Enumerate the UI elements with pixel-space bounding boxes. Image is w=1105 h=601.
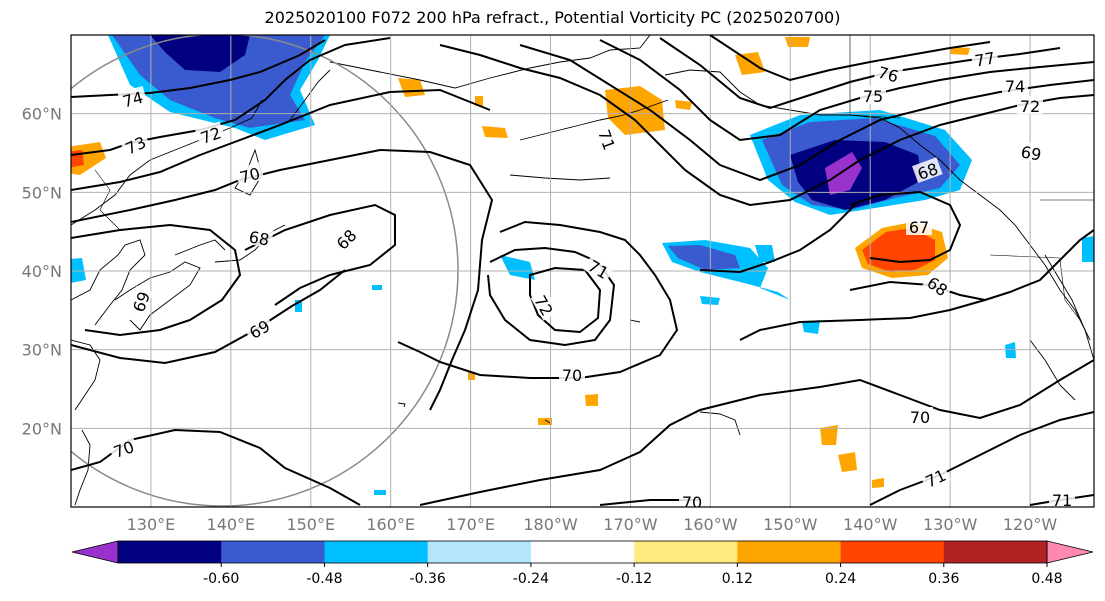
contour-label-bg: [583, 253, 615, 283]
reference-circle: [71, 35, 459, 507]
colorbar: -0.60 -0.48 -0.36 -0.24 -0.12 0.12 0.24 0.36 0.4…: [71, 540, 1094, 587]
lon-tick-label: 140°E: [207, 515, 256, 534]
contour-label-bg: [1002, 76, 1028, 94]
contour-label-bg: [117, 86, 148, 111]
lon-tick-label: 150°W: [763, 515, 818, 534]
lon-tick-label: 170°W: [603, 515, 658, 534]
contour-label-bg: [912, 157, 943, 184]
map-frame: [70, 34, 1095, 508]
lat-tick-label: 30°N: [22, 341, 62, 360]
colorbar-segment: [427, 541, 532, 563]
contour-label-bg: [243, 313, 275, 343]
longitude-tick-labels: 130°E 140°E 150°E 160°E 170°E 180°W 170°W 160°W…: [127, 515, 1058, 534]
colorbar-segment: [118, 541, 222, 563]
lon-tick-label: 160°W: [683, 515, 738, 534]
pv-negative-shading: [71, 35, 1094, 495]
pv-positive-shading: [71, 37, 970, 488]
colorbar-extend-high: [1046, 540, 1094, 564]
contour-label-bg: [907, 407, 933, 425]
contour-label-bg: [873, 61, 904, 86]
refractivity-contours: [71, 35, 1094, 506]
contour-label: 69: [1019, 142, 1042, 164]
contour-label: 74: [1005, 77, 1025, 96]
lon-tick-label: 120°W: [1003, 515, 1058, 534]
contour-label-bg: [860, 86, 886, 104]
colorbar-extend-low: [71, 540, 119, 564]
contour-label: 70: [238, 164, 263, 188]
contour-label: 74: [121, 88, 146, 112]
contour-label-bg: [119, 130, 151, 158]
contour-label: 71: [1052, 491, 1072, 510]
colorbar-tick-label: -0.60: [203, 571, 239, 587]
contour-label-bg: [234, 162, 265, 187]
contour-label-bg: [594, 124, 621, 155]
contour-label-bg: [108, 435, 139, 462]
contour-label: 67: [909, 218, 929, 237]
lon-tick-label: 130°E: [127, 515, 176, 534]
lon-tick-label: 150°E: [286, 515, 335, 534]
lat-tick-label: 50°N: [22, 183, 62, 202]
contour-label: 70: [910, 408, 930, 427]
contour-label-bg: [922, 270, 954, 301]
chart-title: 2025020100 F072 200 hPa refract., Potent…: [264, 8, 841, 27]
colorbar-tick-label: -0.12: [616, 571, 652, 587]
graticule: [71, 35, 1094, 507]
colorbar-tick-label: 0.48: [1031, 571, 1062, 587]
contour-label-bg: [127, 286, 154, 317]
contour-label-bg: [530, 289, 560, 321]
contour-label-bg: [1049, 490, 1075, 507]
contour-label-bg: [195, 121, 226, 148]
contour-label-bg: [970, 46, 1000, 70]
contour-label-bg: [559, 365, 585, 383]
colorbar-segment: [634, 541, 738, 563]
colorbar-tick-label: 0.36: [928, 571, 959, 587]
lon-tick-label: 130°W: [923, 515, 978, 534]
colorbar-segment: [221, 541, 325, 563]
contour-label-bg: [919, 463, 951, 491]
lon-tick-label: 160°E: [366, 515, 415, 534]
lon-tick-label: 170°E: [446, 515, 495, 534]
colorbar-tick-label: -0.24: [513, 571, 549, 587]
contour-label-bg: [679, 492, 705, 507]
colorbar-segment: [530, 541, 635, 563]
lat-tick-label: 60°N: [22, 105, 62, 124]
colorbar-tick-label: 0.24: [825, 571, 856, 587]
contour-label: 75: [863, 87, 883, 106]
colorbar-tick-label: 0.12: [722, 571, 753, 587]
colorbar-frame: [117, 540, 1048, 564]
colorbar-tick-label: -0.48: [306, 571, 342, 587]
contour-label: 77: [973, 48, 996, 70]
lat-tick-label: 20°N: [22, 419, 62, 438]
colorbar-segment: [943, 541, 1048, 563]
contour-label: 76: [876, 63, 901, 87]
colorbar-segment: [737, 541, 842, 563]
contour-label-bg: [244, 225, 274, 249]
contour-label-bg: [1017, 96, 1043, 114]
contour-label-bg: [906, 217, 932, 235]
contour-label: 70: [562, 366, 582, 385]
contour-label: 72: [1020, 97, 1040, 116]
contour-label: 68: [247, 227, 270, 249]
lon-tick-label: 140°W: [843, 515, 898, 534]
colorbar-segment: [840, 541, 945, 563]
lat-tick-label: 40°N: [22, 262, 62, 281]
colorbar-segment: [324, 541, 429, 563]
contour-label-bg: [1016, 140, 1046, 164]
latitude-tick-labels: 20°N 30°N 40°N 50°N 60°N: [22, 105, 62, 439]
contour-label: 70: [682, 493, 702, 512]
colorbar-tick-label: -0.36: [410, 571, 446, 587]
contour-label-bg: [330, 223, 362, 255]
lon-tick-label: 180°W: [523, 515, 578, 534]
